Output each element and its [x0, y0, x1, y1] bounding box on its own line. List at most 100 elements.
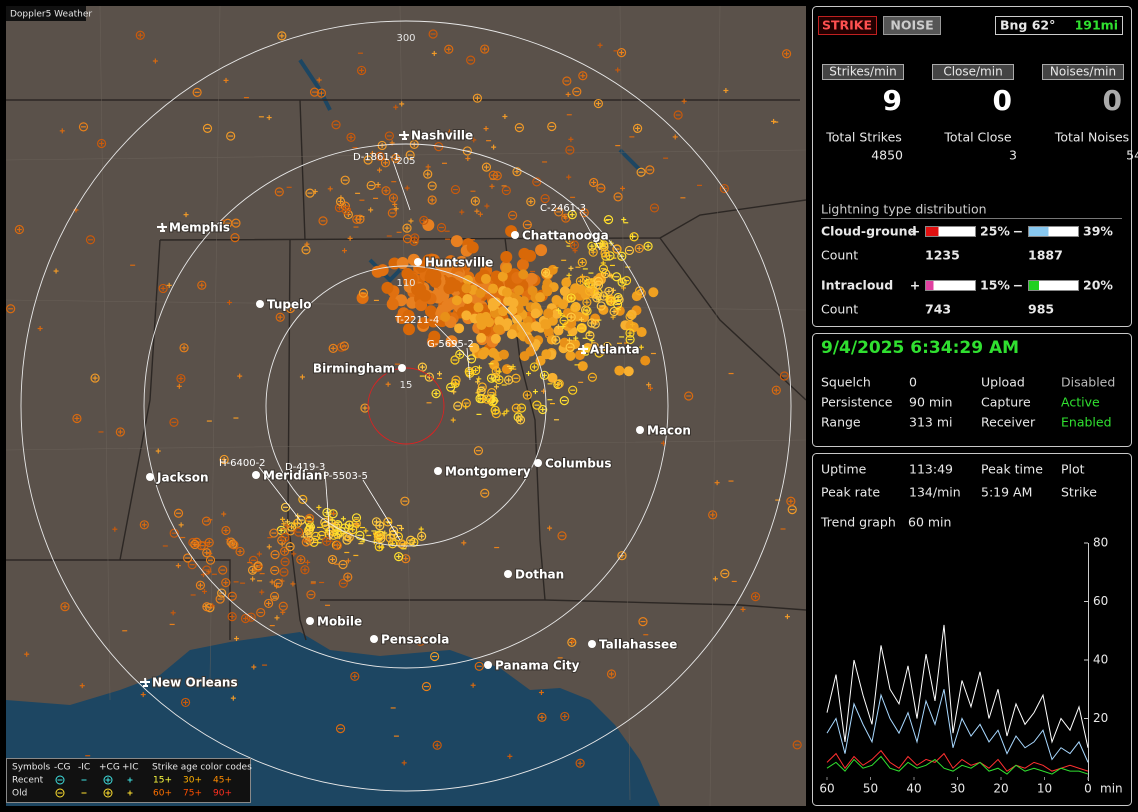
strike-symbol	[579, 234, 585, 240]
strike-symbol	[273, 578, 283, 588]
strike-ring	[381, 186, 391, 196]
strike-symbol	[587, 277, 597, 288]
strike-symbol	[391, 153, 401, 163]
strike-ring	[504, 375, 514, 385]
strike-symbol	[78, 122, 89, 132]
strike-symbol	[613, 192, 623, 202]
strike-ring	[616, 48, 627, 58]
strike-blob	[461, 283, 472, 294]
strike-ring	[363, 155, 373, 165]
strike-ring	[342, 531, 352, 541]
strike-symbol	[719, 183, 729, 194]
pct-bar	[926, 281, 934, 290]
strike-symbol	[712, 576, 718, 582]
strike-blob	[506, 329, 517, 340]
strike-symbol	[466, 354, 477, 364]
strike-symbol	[621, 217, 627, 223]
strike-symbol	[610, 287, 616, 293]
setting-text: Capture	[981, 395, 1031, 410]
strike-symbol	[740, 606, 746, 612]
strike-button[interactable]	[818, 16, 877, 35]
strike-ring	[455, 349, 465, 359]
strike-ring	[444, 44, 454, 54]
strike-symbol	[556, 307, 562, 313]
setting-text: 90 min	[909, 395, 952, 410]
strike-ring	[115, 427, 125, 437]
legend-age: 90+	[213, 789, 232, 799]
strike-ring	[572, 87, 582, 97]
city-dot	[434, 467, 442, 475]
strike-symbol	[72, 413, 82, 424]
strike-ring	[515, 415, 526, 425]
strike-symbol	[396, 539, 407, 549]
strike-ring	[565, 235, 575, 245]
strike-ring	[391, 153, 401, 163]
strike-symbol	[582, 297, 592, 307]
strike-ring	[384, 131, 394, 141]
strike-symbol	[356, 65, 367, 76]
strike-blob	[531, 321, 542, 332]
strike-ring	[60, 602, 70, 612]
strike-blob	[445, 276, 458, 289]
strike-symbol	[237, 373, 243, 379]
strike-blob	[477, 349, 488, 360]
strike-symbol	[301, 537, 311, 547]
strike-ring	[217, 588, 227, 598]
strike-symbol	[629, 321, 635, 327]
strike-ring	[187, 560, 197, 570]
city-label: Columbus	[545, 457, 612, 471]
strike-symbol	[419, 215, 429, 225]
strike-symbol	[554, 379, 564, 389]
strike-symbol	[343, 572, 353, 582]
strike-symbol	[155, 448, 161, 454]
strike-ring	[350, 671, 360, 681]
storm-track	[434, 323, 471, 361]
strike-symbol	[573, 335, 579, 341]
strike-symbol	[269, 528, 279, 538]
strike-ring	[355, 214, 365, 224]
strike-symbol	[350, 671, 360, 681]
pct-label: 15%	[980, 278, 1010, 293]
legend-symbol	[127, 790, 133, 796]
strike-symbol	[566, 337, 572, 343]
rate-value: 0	[993, 84, 1012, 117]
strike-ring	[202, 565, 212, 575]
strike-blob	[623, 366, 634, 377]
strike-ring	[473, 446, 484, 456]
strike-symbol	[568, 136, 574, 142]
strike-ring	[450, 355, 460, 365]
strike-ring	[219, 454, 229, 465]
strike-ring	[279, 567, 289, 577]
strike-symbol	[302, 530, 312, 540]
strike-blob	[501, 364, 512, 375]
strike-ring	[192, 537, 202, 547]
strike-symbol	[619, 185, 625, 191]
city-dot	[256, 300, 264, 308]
strike-ring	[305, 513, 315, 524]
strike-symbol	[593, 98, 604, 109]
airport-icon	[157, 222, 167, 232]
strike-ring	[450, 184, 461, 195]
strike-symbol	[508, 210, 518, 220]
strike-ring	[538, 404, 548, 415]
strike-ring	[240, 613, 251, 624]
strike-ring	[305, 188, 315, 198]
y-tick-label: 60	[1093, 594, 1108, 608]
strike-blob	[450, 235, 463, 248]
noise-button[interactable]	[883, 16, 941, 35]
strike-ring	[593, 98, 604, 109]
strike-ring	[750, 591, 761, 602]
strike-blob	[513, 285, 524, 296]
strike-blob	[488, 283, 499, 294]
storm-id: G-5695-2	[427, 339, 474, 350]
strike-symbol	[335, 196, 346, 207]
x-tick-label: 40	[906, 782, 921, 796]
sign: +	[910, 224, 920, 239]
strike-ring	[388, 539, 398, 549]
strike-ring	[582, 297, 592, 307]
strike-blob	[498, 306, 509, 317]
strike-blob	[524, 249, 537, 262]
strike-ring	[223, 218, 233, 228]
strike-ring	[462, 146, 472, 156]
